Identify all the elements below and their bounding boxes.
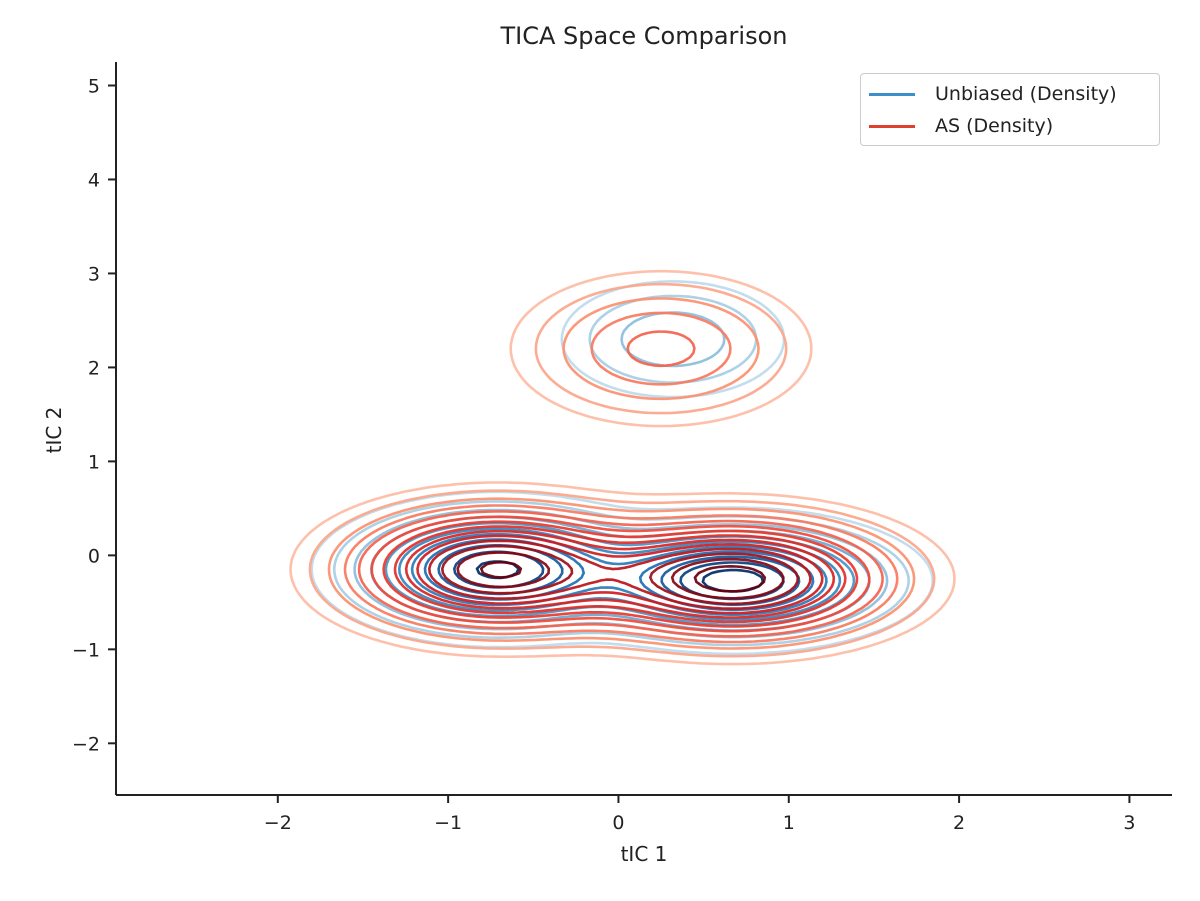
contour-line — [343, 311, 899, 644]
x-tick-label: 1 — [783, 812, 795, 834]
contour-line — [416, 534, 824, 615]
x-tick-label: −2 — [264, 812, 292, 834]
y-tick-label: 2 — [88, 357, 100, 379]
contour-series-1 — [289, 269, 956, 666]
y-tick-label: −1 — [72, 639, 100, 661]
x-tick-label: 0 — [612, 812, 624, 834]
contour-line — [393, 525, 847, 624]
legend-label-unbiased: Unbiased (Density) — [935, 83, 1117, 105]
contour-line — [428, 539, 812, 610]
legend-entry-as: AS (Density) — [869, 114, 1053, 138]
axes — [115, 62, 1172, 796]
contour-line — [289, 269, 956, 666]
y-tick-label: −2 — [72, 733, 100, 755]
ticks: −2 −1 0 1 2 3 −2 −1 0 1 2 3 4 5 — [72, 75, 1135, 834]
legend-label-as: AS (Density) — [935, 115, 1054, 137]
x-tick-label: 2 — [953, 812, 965, 834]
chart-title: TICA Space Comparison — [500, 22, 788, 50]
contour-line — [480, 560, 767, 593]
x-tick-label: −1 — [434, 812, 462, 834]
contour-line — [456, 551, 785, 600]
x-tick-label: 3 — [1123, 812, 1135, 834]
contour-line — [404, 529, 836, 619]
contour-line — [308, 282, 936, 658]
y-axis-label: tIC 2 — [42, 406, 66, 454]
contour-line — [327, 297, 916, 650]
contour-line — [370, 515, 871, 633]
legend-entry-unbiased: Unbiased (Density) — [869, 82, 1117, 106]
x-axis-label: tIC 1 — [620, 842, 668, 866]
y-tick-label: 5 — [88, 75, 100, 97]
contour-line — [441, 544, 800, 606]
y-tick-label: 0 — [88, 545, 100, 567]
contour-line — [357, 330, 884, 638]
contour-line — [382, 520, 859, 628]
legend-swatch-as — [869, 124, 915, 128]
y-tick-label: 4 — [88, 169, 100, 191]
y-tick-label: 3 — [88, 263, 100, 285]
contour-layer — [289, 269, 956, 666]
y-tick-label: 1 — [88, 451, 100, 473]
legend: Unbiased (Density) AS (Density) — [860, 73, 1160, 146]
legend-swatch-unbiased — [869, 92, 915, 96]
